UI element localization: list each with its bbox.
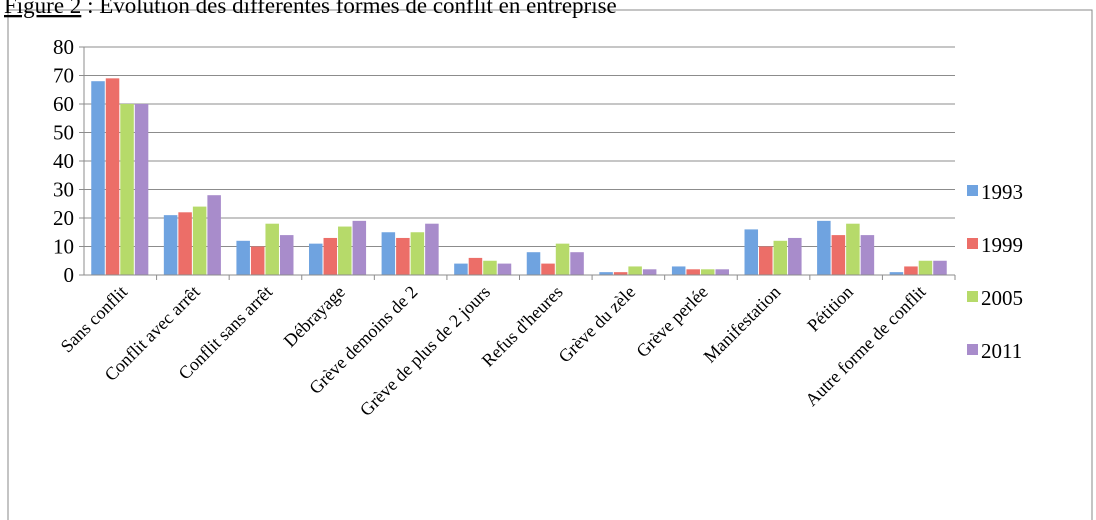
y-tick-label: 80 [53,35,74,59]
bar [555,243,570,275]
bar [759,246,773,275]
bar [454,263,468,275]
bar [831,235,846,275]
bar [744,229,759,275]
bar [817,220,831,275]
bar [671,266,686,275]
y-tick-label: 50 [53,121,74,145]
y-tick-label: 70 [53,64,74,88]
legend-swatch [967,344,978,355]
y-tick-label: 40 [53,149,74,173]
bar [309,243,323,275]
bar [613,272,628,275]
bar [105,78,120,275]
bar [642,269,657,275]
bar [381,232,396,275]
title-text: : Évolution des différentes formes de co… [81,0,616,18]
legend-label: 1999 [981,233,1023,257]
bar [323,237,338,275]
bar [860,235,875,275]
bar [715,269,729,275]
bar [541,263,555,275]
bar [918,260,933,275]
bar [846,223,860,275]
bar [250,246,265,275]
y-tick-label: 20 [53,206,74,230]
bar [120,104,134,275]
bar [933,260,947,275]
bar [628,266,642,275]
bar [483,260,497,275]
bar [686,269,700,275]
legend-swatch [967,185,978,196]
bar [236,240,250,275]
bar [773,240,788,275]
bar [425,223,439,275]
legend-swatch [967,238,978,249]
bar [889,272,904,275]
y-tick-label: 10 [53,235,74,259]
legend-label: 1993 [981,180,1023,204]
bar [134,104,149,275]
y-tick-label: 60 [53,92,74,116]
y-tick-label: 30 [53,178,74,202]
chart-title: Figure 2 : Évolution des différentes for… [4,0,617,18]
bar [163,215,178,275]
bar [599,272,613,275]
bar [207,195,221,275]
legend-label: 2011 [981,339,1022,363]
bar [192,206,207,275]
bar [700,269,715,275]
bar [396,237,410,275]
bar [788,237,802,275]
bar [410,232,425,275]
bar [265,223,279,275]
bar [904,266,918,275]
bar [570,252,584,275]
bar [497,263,512,275]
bar [91,81,105,275]
bar [468,257,483,275]
bar [279,235,294,275]
bar [352,220,367,275]
legend-swatch [967,291,978,302]
bar [338,226,352,275]
y-tick-label: 0 [64,263,75,287]
legend-label: 2005 [981,286,1023,310]
bar [178,212,192,275]
title-prefix: Figure 2 [4,0,81,18]
bar [526,252,541,275]
